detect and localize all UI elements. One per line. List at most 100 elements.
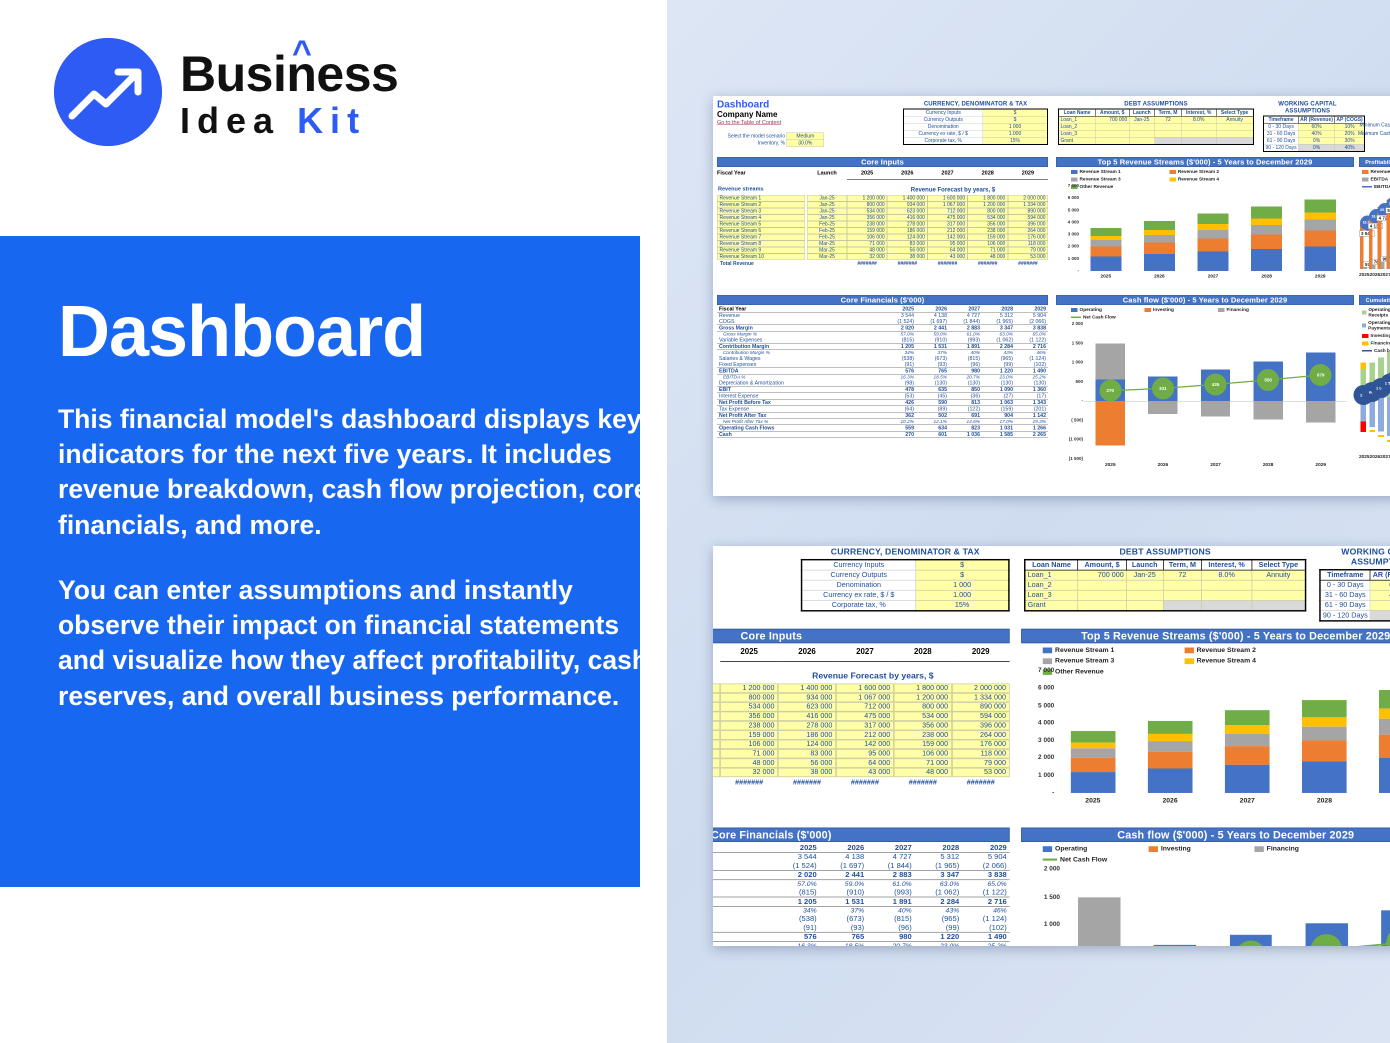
forecast-value[interactable]: 83 000 <box>778 749 836 759</box>
wc-cell[interactable]: 0% <box>1298 137 1335 145</box>
forecast-value[interactable]: 264 000 <box>1007 227 1049 234</box>
debt-cell[interactable] <box>1162 600 1203 612</box>
debt-cell[interactable] <box>1125 600 1164 612</box>
debt-cell[interactable]: 72 <box>1154 116 1182 124</box>
forecast-value[interactable]: 890 000 <box>951 702 1010 712</box>
forecast-value[interactable]: 32 000 <box>720 767 779 778</box>
forecast-value[interactable]: 56 000 <box>887 247 928 254</box>
forecast-value[interactable]: 238 000 <box>847 221 888 228</box>
forecast-value[interactable]: 159 000 <box>847 227 888 234</box>
debt-cell[interactable] <box>1154 123 1182 131</box>
wc-cell[interactable]: 30% <box>1334 137 1365 145</box>
debt-cell[interactable]: 700 000 <box>1077 569 1127 581</box>
wc-cell[interactable]: 40% <box>1334 144 1365 152</box>
debt-cell[interactable] <box>1162 579 1203 591</box>
forecast-value[interactable]: 2 000 000 <box>951 683 1010 693</box>
forecast-value[interactable]: 142 000 <box>927 234 968 241</box>
currency-row-value[interactable]: $ <box>982 108 1048 117</box>
forecast-value[interactable]: 712 000 <box>927 208 968 215</box>
forecast-value[interactable]: 186 000 <box>778 730 836 740</box>
debt-cell[interactable] <box>1181 123 1217 131</box>
forecast-value[interactable]: 800 000 <box>893 702 952 712</box>
forecast-value[interactable]: 934 000 <box>887 201 928 208</box>
launch-date[interactable]: Feb-25 <box>713 720 721 731</box>
forecast-value[interactable]: 2 000 000 <box>1007 195 1049 202</box>
forecast-value[interactable]: 159 000 <box>893 739 952 750</box>
forecast-value[interactable]: 1 200 000 <box>720 683 779 693</box>
debt-cell[interactable] <box>1077 579 1127 591</box>
forecast-value[interactable]: 1 334 000 <box>951 692 1010 703</box>
forecast-value[interactable]: 79 000 <box>951 758 1010 768</box>
debt-cell[interactable]: 8.0% <box>1181 116 1217 124</box>
wc-cell[interactable]: 60% <box>1298 123 1335 131</box>
forecast-value[interactable]: 106 000 <box>893 749 952 759</box>
launch-date[interactable]: Feb-25 <box>713 739 721 750</box>
forecast-value[interactable]: 317 000 <box>835 720 894 731</box>
launch-date[interactable]: Mar-25 <box>713 749 721 759</box>
forecast-value[interactable]: 594 000 <box>1007 214 1049 221</box>
forecast-value[interactable]: 48 000 <box>847 247 888 254</box>
revenue-stream-name[interactable]: Revenue Stream 5 <box>717 221 805 228</box>
debt-cell[interactable] <box>1077 600 1127 612</box>
revenue-stream-name[interactable]: Revenue Stream 8 <box>717 240 805 247</box>
forecast-value[interactable]: 278 000 <box>887 221 928 228</box>
launch-date[interactable]: Feb-25 <box>713 730 721 740</box>
forecast-value[interactable]: 534 000 <box>893 711 952 721</box>
forecast-value[interactable]: 38 000 <box>887 253 928 260</box>
revenue-stream-name[interactable]: Revenue Stream 2 <box>717 201 805 208</box>
debt-cell[interactable] <box>1125 589 1164 601</box>
launch-date[interactable]: Jan-25 <box>807 208 847 215</box>
forecast-value[interactable]: 53 000 <box>951 767 1010 778</box>
forecast-value[interactable]: 124 000 <box>887 234 928 241</box>
forecast-value[interactable]: 416 000 <box>887 214 928 221</box>
revenue-stream-name[interactable]: Revenue Stream 6 <box>717 227 805 234</box>
debt-cell[interactable]: Loan_1 <box>1024 569 1079 581</box>
debt-cell[interactable] <box>1181 137 1217 145</box>
wc-cell[interactable]: 40% <box>1369 589 1390 601</box>
forecast-value[interactable]: 1 400 000 <box>778 683 836 693</box>
forecast-value[interactable]: 800 000 <box>720 692 779 703</box>
debt-cell[interactable] <box>1095 123 1130 131</box>
forecast-value[interactable]: 48 000 <box>893 767 952 778</box>
forecast-value[interactable]: 238 000 <box>720 720 779 731</box>
forecast-value[interactable]: 56 000 <box>778 758 836 768</box>
forecast-value[interactable]: 64 000 <box>835 758 894 768</box>
forecast-value[interactable]: 1 600 000 <box>927 195 968 202</box>
debt-cell[interactable]: Annuity <box>1251 569 1306 581</box>
forecast-value[interactable]: 212 000 <box>927 227 968 234</box>
forecast-value[interactable]: 32 000 <box>847 253 888 260</box>
debt-cell[interactable] <box>1201 600 1252 612</box>
launch-date[interactable]: Jan-25 <box>713 711 721 721</box>
debt-cell[interactable] <box>1095 137 1130 145</box>
forecast-value[interactable]: 1 800 000 <box>967 195 1008 202</box>
launch-date[interactable]: Mar-25 <box>807 253 847 260</box>
debt-cell[interactable] <box>1128 123 1155 131</box>
debt-cell[interactable]: Annuity <box>1215 116 1254 124</box>
debt-cell[interactable]: 8.0% <box>1201 569 1252 581</box>
forecast-value[interactable]: 475 000 <box>927 214 968 221</box>
forecast-value[interactable]: 43 000 <box>927 253 968 260</box>
forecast-value[interactable]: 934 000 <box>778 692 836 703</box>
currency-row-value[interactable]: 1 000 <box>982 123 1048 131</box>
debt-cell[interactable] <box>1215 130 1254 138</box>
launch-date[interactable]: Jan-25 <box>807 201 847 208</box>
launch-date[interactable]: Jan-25 <box>807 195 847 202</box>
forecast-value[interactable]: 53 000 <box>1007 253 1049 260</box>
forecast-value[interactable]: 118 000 <box>1007 240 1049 247</box>
forecast-value[interactable]: 356 000 <box>720 711 779 721</box>
launch-date[interactable]: Jan-25 <box>713 702 721 712</box>
forecast-value[interactable]: 159 000 <box>720 730 779 740</box>
debt-cell[interactable] <box>1181 130 1217 138</box>
debt-cell[interactable] <box>1128 130 1155 138</box>
debt-cell[interactable]: Grant <box>1024 600 1079 612</box>
wc-cell[interactable]: 0% <box>1369 599 1390 611</box>
wc-cell[interactable]: 0% <box>1369 610 1390 622</box>
currency-row-value[interactable]: $ <box>982 116 1048 124</box>
forecast-value[interactable]: 95 000 <box>835 749 894 759</box>
forecast-value[interactable]: 396 000 <box>1007 221 1049 228</box>
forecast-value[interactable]: 800 000 <box>967 208 1008 215</box>
forecast-value[interactable]: 43 000 <box>835 767 894 778</box>
forecast-value[interactable]: 1 067 000 <box>927 201 968 208</box>
launch-date[interactable]: Mar-25 <box>713 767 721 778</box>
